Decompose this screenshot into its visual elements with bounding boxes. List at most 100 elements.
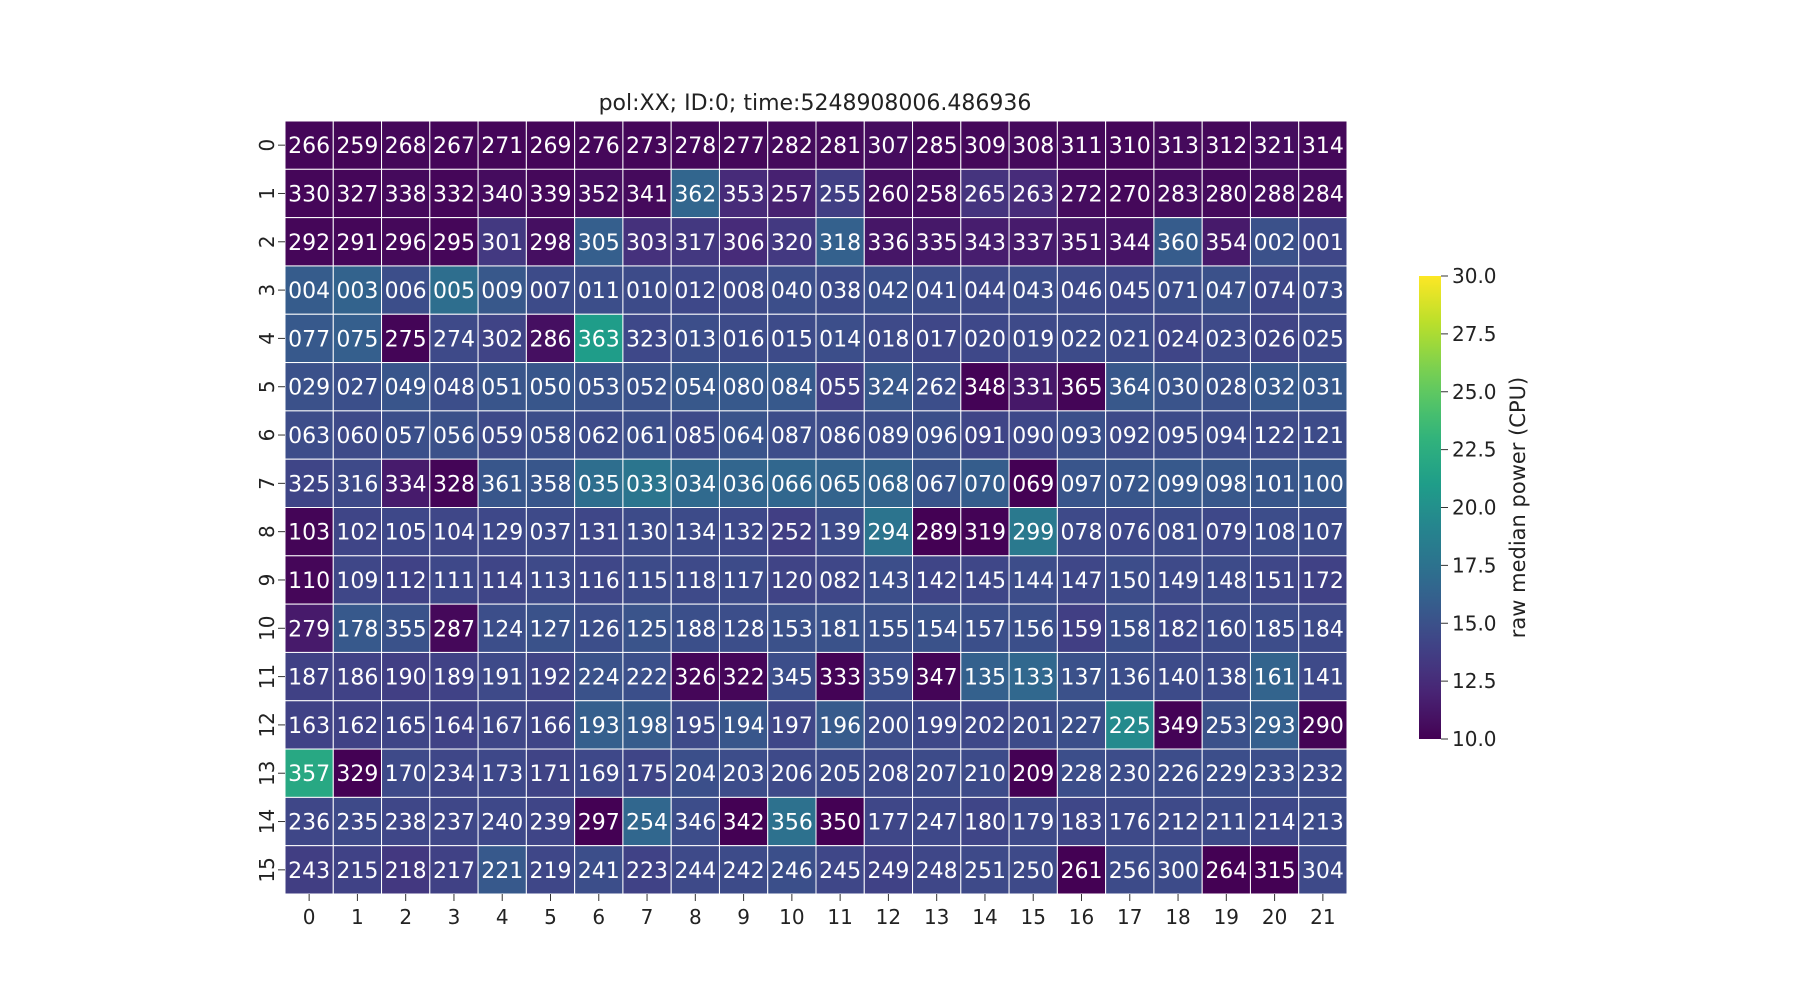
cell-label: 322 <box>723 666 765 691</box>
colorbar-tick-label: 12.5 <box>1452 669 1497 693</box>
x-tick-label: 14 <box>972 905 997 929</box>
cell-label: 269 <box>530 134 572 159</box>
cell-label: 239 <box>530 811 572 836</box>
cell-label: 128 <box>723 617 765 642</box>
cell-label: 215 <box>336 859 378 884</box>
heatmap-cell <box>815 507 865 557</box>
heatmap-cell <box>332 265 383 315</box>
heatmap-cell <box>284 217 334 267</box>
cell-label: 054 <box>674 376 716 401</box>
heatmap-cell <box>1008 410 1058 460</box>
cell-label: 267 <box>433 134 475 159</box>
heatmap-cell <box>332 120 383 170</box>
heatmap-cell <box>1201 507 1251 557</box>
cell-label: 288 <box>1254 182 1296 207</box>
cell-label: 258 <box>916 182 958 207</box>
cell-label: 060 <box>336 424 378 449</box>
y-tick-label: 6 <box>255 429 279 442</box>
cell-label: 209 <box>1012 762 1054 787</box>
cell-label: 221 <box>481 859 523 884</box>
heatmap-cell <box>622 748 672 798</box>
cell-label: 195 <box>674 714 716 739</box>
heatmap-cell <box>912 168 962 219</box>
cell-label: 072 <box>1109 472 1151 497</box>
cell-label: 038 <box>819 279 861 304</box>
heatmap-cell <box>767 748 817 798</box>
cell-label: 188 <box>674 617 716 642</box>
cell-label: 074 <box>1254 279 1296 304</box>
x-tick-label: 12 <box>876 905 901 929</box>
cell-label: 058 <box>530 424 572 449</box>
heatmap-cell <box>1249 700 1300 750</box>
cell-label: 348 <box>964 376 1006 401</box>
cell-label: 261 <box>1061 859 1103 884</box>
cell-label: 151 <box>1254 569 1296 594</box>
cell-label: 247 <box>916 811 958 836</box>
cell-label: 017 <box>916 327 958 352</box>
cell-label: 219 <box>530 859 572 884</box>
heatmap-cell <box>863 410 914 460</box>
heatmap-cell <box>1201 700 1251 750</box>
cell-label: 333 <box>819 666 861 691</box>
cell-label: 131 <box>578 521 620 546</box>
heatmap-cell <box>1056 603 1107 653</box>
heatmap-cell <box>622 362 672 412</box>
heatmap-cell <box>574 507 624 557</box>
cell-label: 289 <box>916 521 958 546</box>
cell-label: 030 <box>1157 376 1199 401</box>
cell-label: 283 <box>1157 182 1199 207</box>
heatmap-cell <box>1249 796 1300 847</box>
colorbar-tick-label: 17.5 <box>1452 553 1497 577</box>
cell-label: 184 <box>1302 617 1344 642</box>
heatmap-cell <box>284 120 334 170</box>
cell-label: 122 <box>1254 424 1296 449</box>
heatmap-cell <box>1008 555 1058 605</box>
cell-label: 115 <box>626 569 668 594</box>
heatmap-cell <box>1105 168 1155 219</box>
cell-label: 098 <box>1205 472 1247 497</box>
cell-label: 018 <box>867 327 909 352</box>
heatmap-cell <box>815 362 865 412</box>
heatmap-cell <box>815 603 865 653</box>
cell-label: 007 <box>530 279 572 304</box>
cell-label: 341 <box>626 182 668 207</box>
heatmap-cell <box>767 313 817 364</box>
cell-label: 057 <box>385 424 427 449</box>
heatmap-cell <box>381 217 431 267</box>
heatmap-cell <box>574 265 624 315</box>
cell-label: 005 <box>433 279 475 304</box>
heatmap-cell <box>1056 700 1107 750</box>
heatmap-cell <box>332 603 383 653</box>
heatmap-cell <box>815 458 865 508</box>
cell-label: 092 <box>1109 424 1151 449</box>
heatmap-cell <box>429 555 479 605</box>
cell-label: 320 <box>771 231 813 256</box>
cell-label: 263 <box>1012 182 1054 207</box>
cell-label: 176 <box>1109 811 1151 836</box>
heatmap-cell <box>1153 748 1203 798</box>
cell-label: 217 <box>433 859 475 884</box>
heatmap-cell <box>815 217 865 267</box>
cell-label: 204 <box>674 762 716 787</box>
heatmap-cell <box>1056 362 1107 412</box>
cell-label: 237 <box>433 811 475 836</box>
x-tick-label: 2 <box>399 905 412 929</box>
heatmap-cell <box>912 410 962 460</box>
x-axis-ticks: 0 1 2 3 4 5 6 7 8 9 10 11 12 13 14 15 16 17 18 19 20 21 <box>303 894 1336 929</box>
heatmap-cell <box>912 796 962 847</box>
cell-label: 170 <box>385 762 427 787</box>
heatmap-cell <box>1056 265 1107 315</box>
heatmap-cell <box>1008 120 1058 170</box>
cell-label: 277 <box>723 134 765 159</box>
heatmap-cell <box>960 313 1010 364</box>
cell-label: 210 <box>964 762 1006 787</box>
colorbar-tick-label: 20.0 <box>1452 496 1497 520</box>
cell-label: 009 <box>481 279 523 304</box>
cell-label: 065 <box>819 472 861 497</box>
cell-label: 228 <box>1061 762 1103 787</box>
cell-label: 150 <box>1109 569 1151 594</box>
cell-label: 197 <box>771 714 813 739</box>
cell-label: 212 <box>1157 811 1199 836</box>
heatmap-cell <box>332 410 383 460</box>
